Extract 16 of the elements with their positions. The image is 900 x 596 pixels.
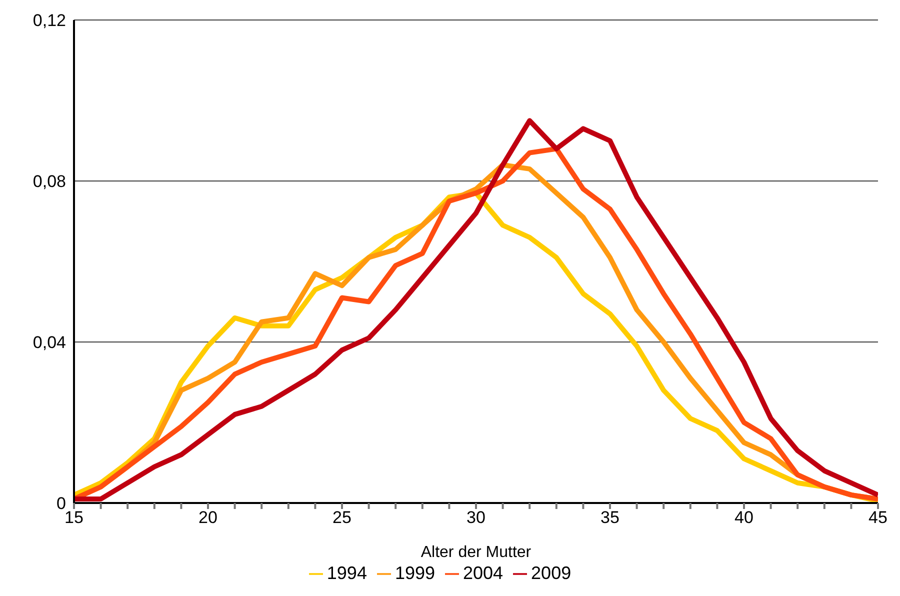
y-tick-label: 0,08 xyxy=(32,172,66,192)
x-axis-title: Alter der Mutter xyxy=(420,544,532,561)
legend-label: 2009 xyxy=(531,563,572,583)
legend-label: 1999 xyxy=(394,563,435,583)
x-tick-label: 15 xyxy=(64,508,84,528)
x-tick-label: 20 xyxy=(198,508,218,528)
y-tick-label: 0,12 xyxy=(32,11,66,30)
x-tick-label: 40 xyxy=(734,508,754,528)
legend-label: 1994 xyxy=(326,563,367,583)
legend-label: 2004 xyxy=(463,563,504,583)
x-tick-label: 45 xyxy=(868,508,888,528)
y-tick-label: 0 xyxy=(56,494,66,514)
y-tick-label: 0,04 xyxy=(32,333,66,352)
x-tick-label: 25 xyxy=(332,508,352,528)
x-tick-label: 30 xyxy=(466,508,486,528)
x-tick-label: 35 xyxy=(600,508,620,528)
